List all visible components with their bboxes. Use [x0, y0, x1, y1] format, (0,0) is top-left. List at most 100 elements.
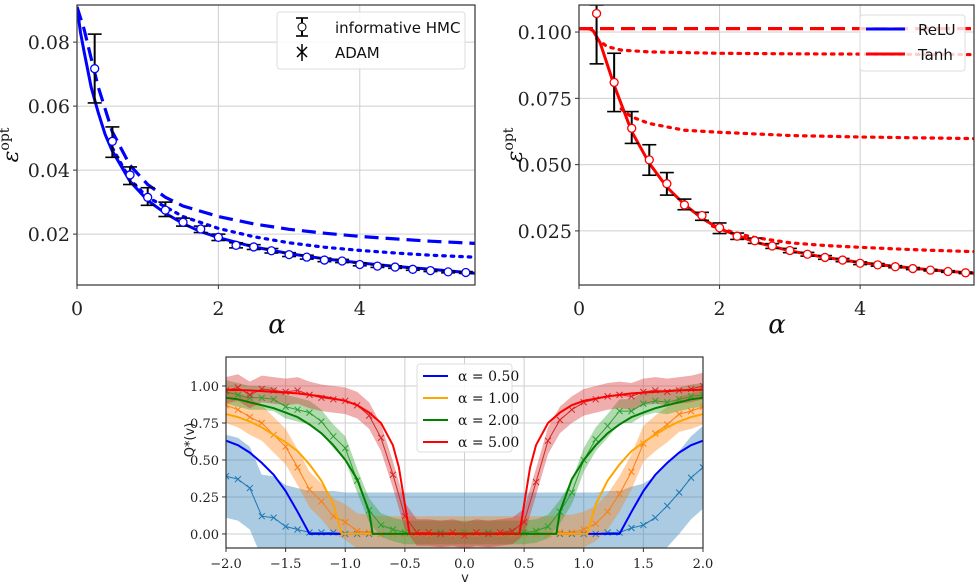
hmc-point — [143, 192, 153, 202]
x-tick-label: −1.5 — [270, 557, 302, 572]
legend-label-adam: ADAM — [335, 44, 380, 62]
adam-marker — [294, 406, 301, 414]
axes-frame — [76, 4, 476, 286]
hmc-point — [714, 223, 725, 233]
adam-marker — [341, 518, 349, 526]
y-tick-label: 0.100 — [518, 22, 572, 44]
y-axis-label-main: ε — [503, 151, 528, 163]
hmc-point — [196, 224, 206, 234]
hmc-point — [319, 255, 330, 265]
adam-marker — [282, 403, 289, 411]
panel-top-right: 0 2 4 0.025 0.050 0.075 0.100 α εopt ReLU Tanh — [501, 4, 975, 340]
legend: informative HMC ADAM — [276, 11, 466, 70]
adam-marker — [675, 410, 683, 418]
x-tick-label: 4 — [854, 298, 866, 320]
y-axis-label-sup: opt — [501, 127, 517, 150]
hmc-point — [372, 261, 383, 271]
adam-marker — [580, 526, 588, 533]
legend-label: α = 1.00 — [458, 391, 519, 407]
adam-marker — [616, 490, 623, 498]
panel-bottom: −2.0 −1.5 −1.0 −0.5 0.0 0.5 1.0 1.5 2.0 0.00 0.25 0… — [183, 356, 713, 585]
adam-marker — [377, 521, 385, 529]
hmc-point — [390, 262, 400, 272]
adam-marker — [329, 432, 337, 440]
adam-marker — [282, 523, 289, 530]
adam-marker — [640, 521, 647, 529]
adam-marker — [699, 382, 703, 390]
y-tick-label: 0.50 — [190, 454, 219, 469]
adam-marker — [389, 471, 397, 479]
adam-marker — [226, 472, 230, 480]
adam-marker — [258, 512, 266, 520]
plot-area — [579, 5, 974, 278]
legend-label: ReLU — [918, 21, 956, 39]
y-tick-label: 0.050 — [518, 155, 572, 177]
adam-marker — [294, 464, 301, 471]
hmc-point — [925, 265, 936, 275]
adam-marker — [234, 475, 242, 483]
hmc-point — [213, 232, 224, 242]
adam-marker — [306, 409, 313, 416]
legend-label-hmc: informative HMC — [335, 19, 460, 37]
x-axis-label: v — [461, 571, 469, 585]
adam-marker — [699, 391, 703, 399]
hmc-point — [785, 245, 795, 256]
legend-label: α = 2.00 — [458, 413, 519, 429]
adam-marker — [604, 508, 611, 516]
plot-area — [77, 6, 475, 278]
adam-marker — [640, 400, 647, 408]
adam-marker — [616, 407, 623, 415]
x-tick-label: 2 — [714, 298, 726, 320]
hmc-point — [855, 258, 865, 268]
x-axis-label: α — [268, 310, 286, 340]
y-tick-label: 1.00 — [190, 380, 219, 395]
adam-marker — [604, 422, 611, 430]
hmc-point — [266, 246, 277, 256]
adam-marker — [544, 523, 552, 530]
adam-marker — [318, 498, 325, 505]
adam-marker — [306, 486, 313, 493]
x-tick-label: −1.0 — [329, 557, 361, 572]
hmc-point — [820, 252, 830, 263]
adam-marker — [651, 397, 659, 405]
adam-marker — [246, 484, 254, 492]
y-axis-label: εopt — [501, 127, 528, 162]
panel-top-left: 0 2 4 0.02 0.04 0.06 0.08 α εopt informative HMC A… — [0, 4, 476, 340]
hmc-point — [337, 256, 347, 266]
adam-marker — [226, 401, 230, 409]
y-axis-label-sup: opt — [0, 127, 13, 150]
hmc-point — [425, 265, 436, 276]
legend-label: α = 5.00 — [458, 435, 519, 451]
adam-marker — [592, 435, 600, 443]
adam-marker — [246, 391, 254, 399]
hmc-point — [837, 255, 848, 265]
adam-band — [226, 425, 703, 548]
hmc-point — [90, 64, 100, 74]
hmc-point — [873, 260, 883, 270]
adam-marker — [628, 468, 635, 476]
hmc-point — [231, 240, 241, 250]
adam-marker — [258, 394, 266, 402]
y-tick-label: 0.25 — [190, 491, 219, 506]
legend-circle-marker-icon — [297, 22, 307, 32]
x-tick-label: 4 — [354, 298, 366, 320]
adam-marker — [699, 464, 703, 471]
theory-curve-dotted — [710, 224, 974, 254]
x-tick-label: −0.5 — [389, 557, 421, 572]
adam-marker — [294, 526, 301, 533]
adam-marker — [234, 406, 242, 414]
legend-x-marker-icon — [296, 46, 308, 58]
x-tick-label: 0.5 — [514, 557, 535, 572]
adam-marker — [270, 514, 278, 522]
hmc-point — [408, 264, 418, 274]
plot-area — [226, 372, 703, 548]
adam-marker — [628, 524, 635, 532]
hmc-point — [697, 210, 707, 221]
hmc-point — [355, 259, 365, 270]
legend-label: α = 0.50 — [458, 369, 519, 385]
adam-marker — [389, 526, 397, 533]
adam-marker — [270, 395, 278, 403]
y-axis-label: εopt — [0, 127, 24, 162]
hmc-point — [908, 263, 918, 274]
